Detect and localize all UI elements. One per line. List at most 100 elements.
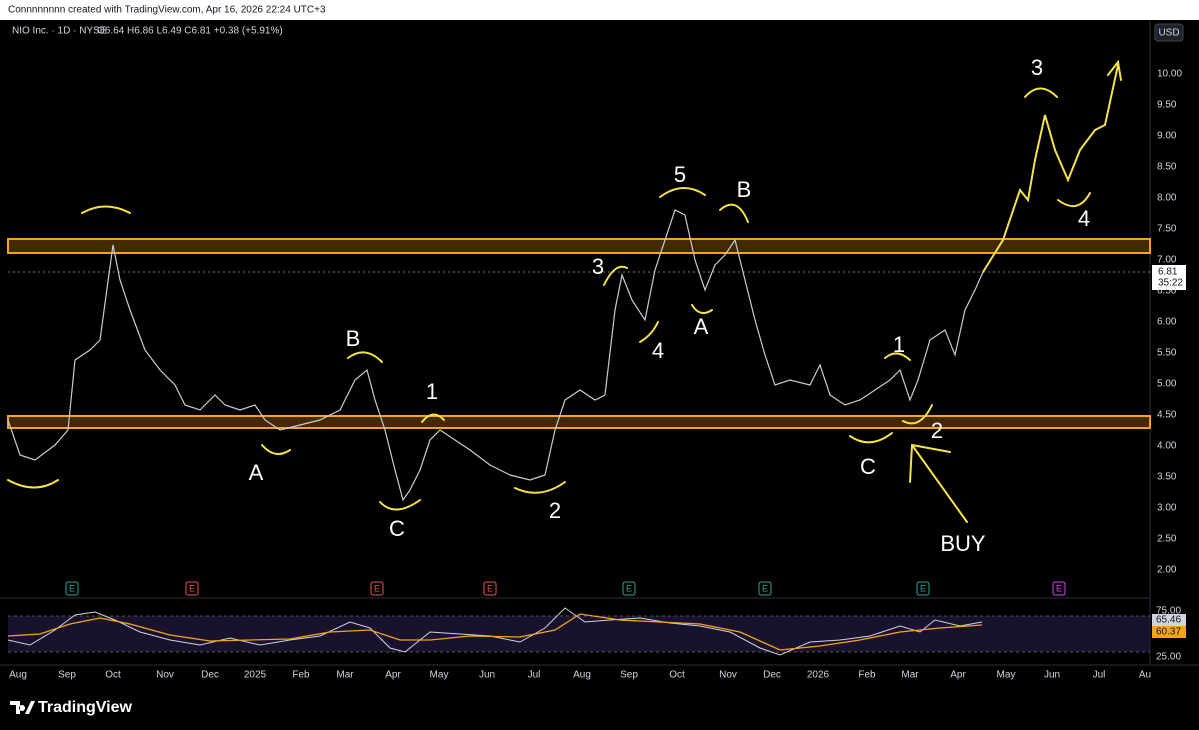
- time-label: Jun: [1044, 670, 1060, 681]
- earnings-marker: [916, 581, 930, 596]
- price-label: 6.50: [1157, 286, 1177, 297]
- time-label: Oct: [105, 670, 121, 681]
- earnings-label: E: [762, 583, 768, 593]
- time-label: Nov: [156, 670, 174, 681]
- time-label: 2026: [807, 670, 830, 681]
- rsi-ma-value: 60.37: [1156, 627, 1181, 638]
- wave-label: BUY: [940, 531, 986, 556]
- time-label: Apr: [385, 670, 401, 681]
- time-label: Au: [1139, 670, 1151, 681]
- rsi-ma-line: [7, 613, 983, 651]
- wave-label: A: [249, 460, 264, 485]
- logo: [10, 701, 35, 714]
- last-price-tag: [1152, 265, 1186, 290]
- earnings-marker: [622, 581, 636, 596]
- time-label: Nov: [719, 670, 737, 681]
- wave-label: 5: [674, 162, 686, 187]
- price-label: 8.00: [1157, 193, 1177, 204]
- wave-label: 4: [652, 338, 664, 363]
- rsi-upper-label: 75.00: [1156, 606, 1181, 617]
- time-label: Dec: [763, 670, 781, 681]
- price-label: 3.00: [1157, 503, 1177, 514]
- earnings-label: E: [1056, 583, 1062, 593]
- time-label: May: [430, 670, 449, 681]
- earnings-label: E: [920, 583, 926, 593]
- time-label: Sep: [58, 670, 76, 681]
- price-label: 9.50: [1157, 100, 1177, 111]
- time-label: Jul: [1093, 670, 1106, 681]
- time-label: Mar: [336, 670, 354, 681]
- earnings-label: E: [374, 583, 380, 593]
- rsi-tag: [1152, 614, 1186, 626]
- time-label: May: [997, 670, 1016, 681]
- symbol: NIO Inc. · 1D · NYSE: [12, 26, 107, 37]
- earnings-marker: [370, 581, 384, 596]
- wave-label: 1: [893, 332, 905, 357]
- last-price: 6.81: [1158, 267, 1178, 278]
- earnings-marker: [1052, 581, 1066, 596]
- wave-label: B: [346, 326, 361, 351]
- price-label: 10.00: [1157, 69, 1182, 80]
- price-label: 4.50: [1157, 410, 1177, 421]
- buy-arrow: [909, 444, 968, 523]
- wave-label: 2: [549, 498, 561, 523]
- price-label: 4.00: [1157, 441, 1177, 452]
- wave-label: 1: [426, 379, 438, 404]
- price-label: 7.50: [1157, 224, 1177, 235]
- time-label: Dec: [201, 670, 219, 681]
- wave-label: C: [860, 454, 876, 479]
- wave-label: B: [737, 177, 752, 202]
- countdown: 35:22: [1158, 278, 1183, 289]
- wave-label: 4: [1078, 206, 1090, 231]
- time-label: Feb: [858, 670, 876, 681]
- currency-button[interactable]: [1154, 23, 1184, 42]
- price-line: [7, 209, 984, 502]
- earnings-label: E: [69, 583, 75, 593]
- wave-label: A: [694, 314, 709, 339]
- projection: [982, 59, 1122, 273]
- wave-label: C: [389, 516, 405, 541]
- earnings-marker: [65, 581, 79, 596]
- price-label: 9.00: [1157, 131, 1177, 142]
- earnings-marker: [758, 581, 772, 596]
- time-label: Aug: [9, 670, 27, 681]
- earnings-label: E: [189, 583, 195, 593]
- ohlc: O6.64 H6.86 L6.49 C6.81 +0.38 (+5.91%): [97, 26, 283, 37]
- wave-label: 3: [592, 254, 604, 279]
- time-label: Oct: [669, 670, 685, 681]
- price-label: 5.00: [1157, 379, 1177, 390]
- time-label: Mar: [901, 670, 919, 681]
- price-label: 3.50: [1157, 472, 1177, 483]
- earnings-label: E: [626, 583, 632, 593]
- header-bar: [0, 0, 1199, 20]
- earnings-marker: [185, 581, 199, 596]
- time-label: Feb: [292, 670, 310, 681]
- earnings-label: E: [487, 583, 493, 593]
- wave-label: 2: [931, 418, 943, 443]
- price-label: 6.00: [1157, 317, 1177, 328]
- currency: USD: [1158, 28, 1179, 39]
- support-zone: [7, 415, 1151, 429]
- price-label: 7.00: [1157, 255, 1177, 266]
- earnings-marker: [483, 581, 497, 596]
- resistance-zone: [7, 238, 1151, 254]
- footer-brand: TradingView: [38, 699, 133, 716]
- price-label: 2.50: [1157, 534, 1177, 545]
- time-label: Aug: [573, 670, 591, 681]
- time-label: 2025: [244, 670, 267, 681]
- rsi-value: 65.46: [1156, 615, 1181, 626]
- rsi-band: [8, 616, 1150, 652]
- rsi-ma-tag: [1152, 626, 1186, 638]
- time-label: Apr: [950, 670, 966, 681]
- price-label: 5.50: [1157, 348, 1177, 359]
- wave-label: 3: [1031, 55, 1043, 80]
- swing-marks: [7, 87, 1091, 511]
- rsi-lower-label: 25.00: [1156, 652, 1181, 663]
- time-label: Jun: [479, 670, 495, 681]
- time-label: Jul: [528, 670, 541, 681]
- price-label: 8.50: [1157, 162, 1177, 173]
- credit: Connnnnnnn created with TradingView.com,…: [8, 5, 326, 16]
- price-label: 2.00: [1157, 565, 1177, 576]
